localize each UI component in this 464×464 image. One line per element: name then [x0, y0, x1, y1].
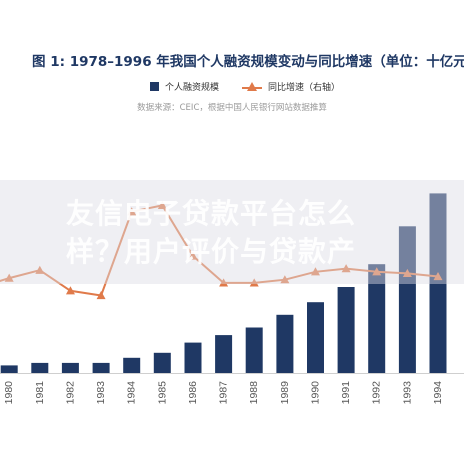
bar-1983: [92, 362, 110, 373]
x-axis: 1980 1981 1982 1983 1984 1985 1986 1987 1988 1989…: [0, 373, 464, 405]
growth-point-1988: [249, 278, 259, 287]
bar-1994: [429, 193, 447, 373]
growth-point-1981: [35, 265, 45, 274]
growth-point-1991: [341, 264, 351, 273]
growth-line: [0, 204, 439, 297]
growth-point-1989: [280, 275, 290, 284]
bar-1980: [0, 365, 18, 373]
growth-point-1980: [4, 273, 14, 282]
growth-point-1990: [310, 267, 320, 276]
x-tick-label-1990: 1990: [310, 381, 322, 405]
growth-point-1986: [188, 251, 198, 260]
growth-point-1992: [372, 267, 382, 276]
legend-item-bars: 个人融资规模: [150, 80, 219, 93]
triangle-line-swatch-icon: [242, 81, 262, 91]
x-tick-label-1985: 1985: [156, 381, 168, 405]
chart-legend: 个人融资规模 同比增速（右轴）: [0, 80, 464, 96]
x-tick-label-1989: 1989: [279, 381, 291, 405]
growth-point-1984: [127, 207, 137, 216]
x-tick-label-1991: 1991: [340, 381, 352, 405]
bar-1984: [123, 357, 141, 373]
x-tick-label-1992: 1992: [371, 381, 383, 405]
data-source-note: 数据来源：CEIC，根据中国人民银行网站数据推算: [137, 103, 327, 113]
watermark-line-1: 友信电子贷款平台怎么: [66, 197, 357, 230]
bar-1990: [307, 302, 324, 373]
x-tick-label-1987: 1987: [218, 381, 230, 405]
x-tick-label-1986: 1986: [187, 381, 199, 405]
bar-1993: [398, 226, 416, 373]
bar-1986: [184, 342, 202, 373]
bar-1989: [276, 314, 294, 373]
x-tick-label-1984: 1984: [126, 381, 138, 405]
legend-bar-label: 个人融资规模: [165, 83, 220, 93]
watermark-overlay: 友信电子贷款平台怎么 样？用户评价与贷款产: [0, 180, 464, 284]
x-tick-label-1981: 1981: [34, 381, 46, 405]
x-tick-label-1994: 1994: [432, 381, 444, 405]
growth-point-1983: [96, 291, 106, 300]
bar-1982: [61, 362, 79, 373]
growth-point-1985: [157, 200, 167, 209]
growth-point-1993: [402, 268, 412, 277]
x-tick-label-1982: 1982: [64, 381, 76, 405]
x-tick-label-1993: 1993: [401, 381, 413, 405]
bar-1988: [245, 327, 263, 373]
growth-point-1987: [219, 278, 229, 287]
growth-point-1982: [65, 286, 75, 295]
line-layer: [0, 200, 443, 300]
x-tick-label-1980: 1980: [3, 381, 15, 405]
x-tick-label-1988: 1988: [248, 381, 260, 405]
bar-1981: [31, 362, 49, 373]
legend-item-line: 同比增速（右轴）: [242, 80, 340, 93]
bar-1985: [153, 352, 171, 373]
bar-1987: [215, 335, 233, 373]
growth-point-1994: [433, 272, 443, 281]
legend-line-label: 同比增速（右轴）: [268, 83, 341, 93]
chart-title: 图 1: 1978–1996 年我国个人融资规模变动与同比增速（单位：十亿元: [32, 54, 464, 70]
bar-1991: [337, 287, 355, 373]
bar-1992: [368, 264, 386, 373]
bar-swatch-icon: [150, 82, 159, 91]
x-tick-label-1983: 1983: [95, 381, 107, 405]
bars-layer: [0, 193, 447, 373]
watermark-line-2: 样？用户评价与贷款产: [66, 235, 357, 268]
